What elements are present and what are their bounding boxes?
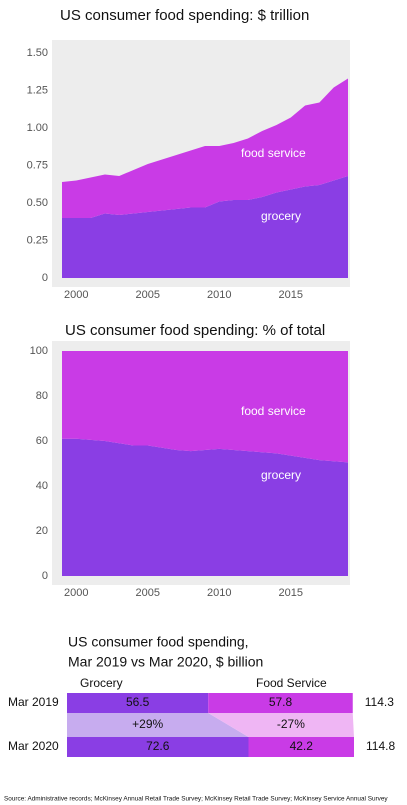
y-tick-label: 0.75 — [27, 159, 48, 171]
total-label: 114.3 — [365, 695, 394, 709]
x-tick-label: 2010 — [207, 587, 231, 599]
y-tick-label: 1.25 — [27, 84, 48, 96]
area — [62, 78, 348, 218]
chart-title: US consumer food spending, — [68, 634, 249, 650]
category-label: Mar 2020 — [8, 739, 59, 753]
chart-title: US consumer food spending: % of total — [65, 322, 325, 339]
value-label: 42.2 — [290, 739, 314, 753]
change-band — [67, 713, 249, 737]
y-tick-label: 100 — [30, 345, 48, 357]
value-label: 56.5 — [126, 695, 150, 709]
series-label: grocery — [261, 468, 301, 482]
bar — [67, 737, 249, 757]
y-tick-label: 40 — [36, 480, 48, 492]
series-header: Grocery — [80, 676, 123, 690]
x-tick-label: 2000 — [64, 289, 88, 301]
y-tick-label: 0.50 — [27, 197, 48, 209]
series-header: Food Service — [256, 676, 327, 690]
series-label: food service — [241, 146, 306, 160]
y-tick-label: 0.25 — [27, 234, 48, 246]
y-tick-label: 1.00 — [27, 122, 48, 134]
category-label: Mar 2019 — [8, 695, 59, 709]
x-tick-label: 2000 — [64, 587, 88, 599]
value-label: 57.8 — [269, 695, 293, 709]
y-tick-label: 20 — [36, 525, 48, 537]
y-tick-label: 0 — [42, 272, 48, 284]
area — [62, 351, 348, 463]
x-tick-label: 2010 — [207, 289, 231, 301]
y-tick-label: 60 — [36, 435, 48, 447]
y-tick-label: 80 — [36, 390, 48, 402]
y-tick-label: 1.50 — [27, 47, 48, 59]
change-label: -27% — [277, 717, 305, 731]
source: Source: Administrative records; McKinsey… — [4, 796, 388, 803]
bar — [67, 693, 209, 713]
x-tick-label: 2015 — [279, 587, 303, 599]
total-label: 114.8 — [366, 739, 395, 753]
series-label: food service — [241, 404, 306, 418]
bar — [248, 737, 354, 757]
change-band — [208, 713, 354, 737]
chart-title: Mar 2019 vs Mar 2020, $ billion — [68, 654, 263, 670]
value-label: 72.6 — [146, 739, 170, 753]
area — [62, 438, 348, 576]
x-tick-label: 2005 — [136, 587, 160, 599]
chart-title: US consumer food spending: $ trillion — [60, 7, 309, 24]
x-tick-label: 2005 — [136, 289, 160, 301]
bar — [208, 693, 353, 713]
area — [62, 176, 348, 278]
series-label: grocery — [261, 209, 301, 223]
y-tick-label: 0 — [42, 570, 48, 582]
x-tick-label: 2015 — [279, 289, 303, 301]
change-label: +29% — [132, 717, 163, 731]
